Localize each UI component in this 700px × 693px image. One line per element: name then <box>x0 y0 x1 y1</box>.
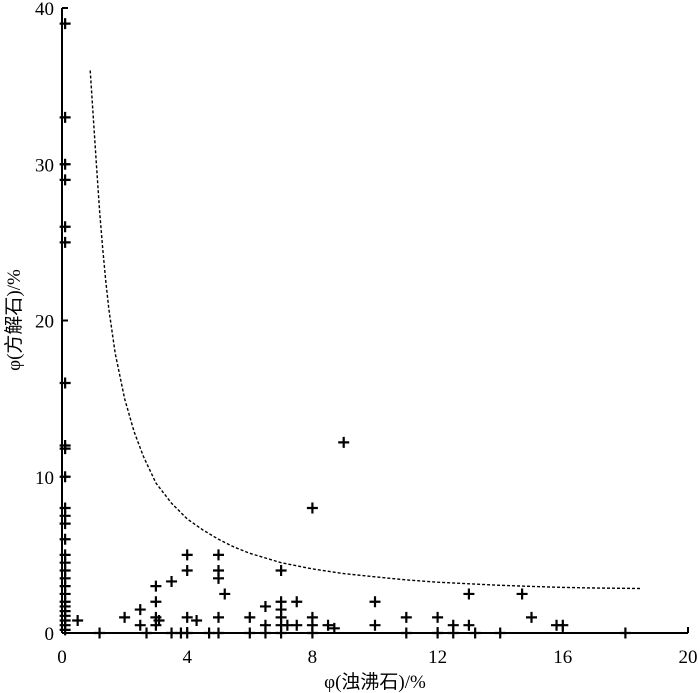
data-point <box>153 615 165 626</box>
x-axis-ticks: 0 4 8 12 16 20 <box>57 627 698 668</box>
data-point <box>181 549 193 561</box>
data-point <box>213 549 224 561</box>
data-point <box>463 619 475 631</box>
data-point <box>400 611 412 623</box>
data-point <box>119 611 131 623</box>
data-point <box>306 502 318 514</box>
y-tick-label: 10 <box>35 468 54 489</box>
data-point <box>432 611 444 623</box>
x-tick-label: 12 <box>428 647 447 668</box>
axes <box>61 8 688 634</box>
data-point <box>213 572 224 584</box>
x-tick-label: 0 <box>57 647 67 668</box>
data-point <box>291 619 303 631</box>
data-point <box>150 596 162 608</box>
x-axis-title: φ(浊沸石)/% <box>324 671 426 693</box>
data-point <box>134 604 146 616</box>
y-tick-label: 20 <box>35 312 54 333</box>
data-point <box>72 615 84 626</box>
data-point <box>281 619 293 631</box>
y-axis-ticks: 0 10 20 30 40 <box>35 0 68 645</box>
data-point <box>134 619 146 631</box>
x-tick-label: 4 <box>182 647 192 668</box>
y-tick-label: 30 <box>35 155 54 176</box>
data-point <box>369 619 381 631</box>
x-tick-label: 8 <box>308 647 318 668</box>
data-point <box>244 611 256 623</box>
data-point <box>338 436 350 448</box>
data-point <box>150 580 162 592</box>
data-points-layer <box>59 18 631 639</box>
data-point <box>275 565 287 576</box>
data-point <box>166 575 178 587</box>
threshold-curve-layer <box>89 70 642 590</box>
data-point <box>219 588 231 600</box>
data-point <box>369 596 381 608</box>
data-point <box>259 600 271 612</box>
data-point <box>181 565 193 576</box>
y-tick-label: 40 <box>35 0 54 20</box>
data-point <box>328 622 340 634</box>
x-tick-label: 16 <box>553 647 572 668</box>
data-point <box>191 615 203 626</box>
threshold-curve <box>89 70 642 590</box>
data-point <box>463 588 475 600</box>
y-tick-label: 0 <box>45 624 55 645</box>
data-point <box>291 596 303 608</box>
data-point <box>213 611 224 623</box>
data-point <box>322 619 334 631</box>
data-point <box>526 611 537 623</box>
y-axis-title: φ(方解石)/% <box>3 269 25 371</box>
data-point <box>516 588 528 600</box>
x-tick-label: 20 <box>679 647 698 668</box>
data-point <box>181 611 193 623</box>
